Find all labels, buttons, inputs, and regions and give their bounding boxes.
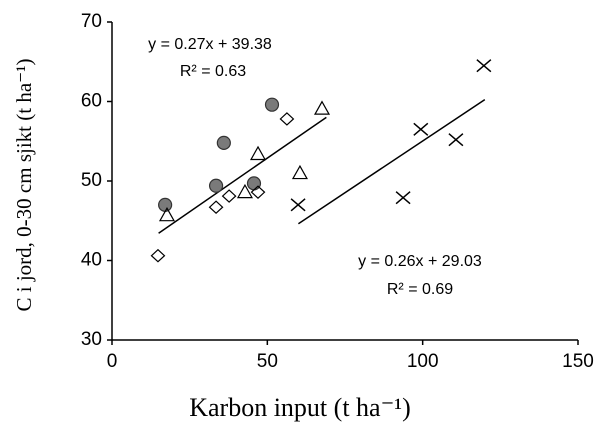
point	[208, 200, 224, 215]
trend-r2: R² = 0.69	[387, 281, 453, 298]
point	[264, 97, 280, 112]
point	[246, 176, 262, 191]
y-tick-label: 70	[81, 11, 102, 32]
point	[413, 122, 429, 136]
y-tick-label: 30	[81, 329, 102, 350]
x-tick-label: 100	[407, 351, 439, 372]
x-tick-label: 0	[107, 351, 118, 372]
point	[476, 59, 492, 73]
y-tick-label: 50	[81, 170, 102, 191]
y-tick-label: 60	[81, 91, 102, 112]
point	[395, 191, 411, 205]
x-axis-label: Karbon input (t ha⁻¹)	[189, 393, 411, 422]
trend-equation: y = 0.27x + 39.38	[148, 36, 272, 53]
y-axis-label: C i jord, 0-30 cm sjikt (t ha⁻¹)	[12, 58, 36, 311]
point	[291, 164, 308, 180]
point	[448, 133, 464, 147]
point	[158, 206, 176, 222]
trend-line	[158, 116, 327, 234]
x-tick-label: 150	[562, 351, 594, 372]
point	[221, 189, 237, 203]
point	[249, 145, 267, 161]
point	[208, 178, 224, 193]
point	[158, 197, 173, 212]
trend-equation: y = 0.26x + 29.03	[358, 253, 482, 270]
point	[290, 198, 306, 212]
point	[216, 135, 231, 150]
point	[250, 185, 266, 199]
y-tick-label: 40	[81, 250, 102, 271]
trend-r2: R² = 0.63	[180, 63, 246, 80]
point	[236, 183, 253, 199]
x-tick-label: 50	[257, 351, 278, 372]
point	[279, 112, 295, 126]
point	[313, 100, 331, 115]
point	[150, 248, 166, 263]
trend-line	[297, 99, 486, 225]
